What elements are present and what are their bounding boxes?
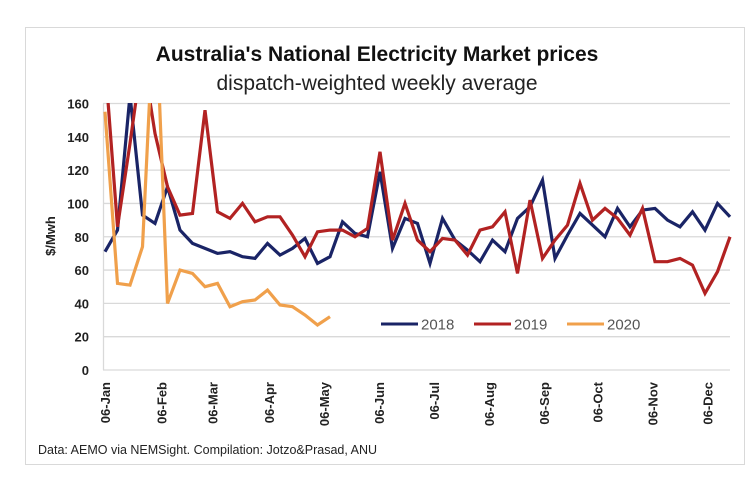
y-tick-label: 80	[75, 230, 89, 245]
legend-label-2019: 2019	[514, 317, 547, 334]
x-tick-label: 06-Jan	[98, 382, 113, 423]
source-note: Data: AEMO via NEMSight. Compilation: Jo…	[38, 443, 378, 457]
x-tick-label: 06-Apr	[262, 382, 277, 423]
x-tick-label: 06-Jun	[372, 382, 387, 424]
x-tick-label: 06-Aug	[482, 382, 497, 426]
chart-frame	[25, 27, 745, 465]
legend-label-2020: 2020	[607, 317, 640, 334]
y-tick-label: 40	[75, 296, 89, 311]
y-tick-label: 160	[67, 97, 89, 112]
series-line-2018	[103, 103, 732, 270]
y-axis-ticks: 0 20 40 60 80 100 120 140 160	[67, 97, 89, 379]
y-axis-label: $/Mwh	[43, 216, 58, 256]
x-tick-label: 06-Oct	[591, 381, 606, 422]
legend: 2018 2019 2020	[381, 317, 640, 334]
x-tick-label: 06-Sep	[537, 382, 552, 425]
gridlines	[103, 102, 730, 371]
x-tick-label: 06-Jul	[427, 382, 442, 420]
x-axis-ticks: 06-Jan 06-Feb 06-Mar 06-Apr 06-May 06-Jun 06-J…	[98, 381, 716, 426]
series-line-2019	[106, 103, 732, 297]
x-tick-label: 06-Nov	[646, 381, 661, 425]
y-tick-label: 120	[67, 163, 89, 178]
series-lines	[103, 103, 732, 327]
y-tick-label: 100	[67, 196, 89, 211]
x-tick-label: 06-May	[317, 381, 332, 426]
y-tick-label: 20	[75, 330, 89, 345]
y-tick-label: 140	[67, 130, 89, 145]
chart-title: Australia's National Electricity Market …	[155, 43, 599, 66]
chart-subtitle: dispatch-weighted weekly average	[216, 72, 538, 95]
y-tick-label: 60	[75, 263, 89, 278]
y-tick-label: 0	[82, 363, 89, 378]
x-tick-label: 06-Feb	[154, 382, 169, 424]
x-tick-label: 06-Mar	[206, 382, 221, 424]
series-line-2020	[103, 103, 331, 327]
x-tick-label: 06-Dec	[701, 382, 716, 425]
legend-label-2018: 2018	[421, 317, 454, 334]
